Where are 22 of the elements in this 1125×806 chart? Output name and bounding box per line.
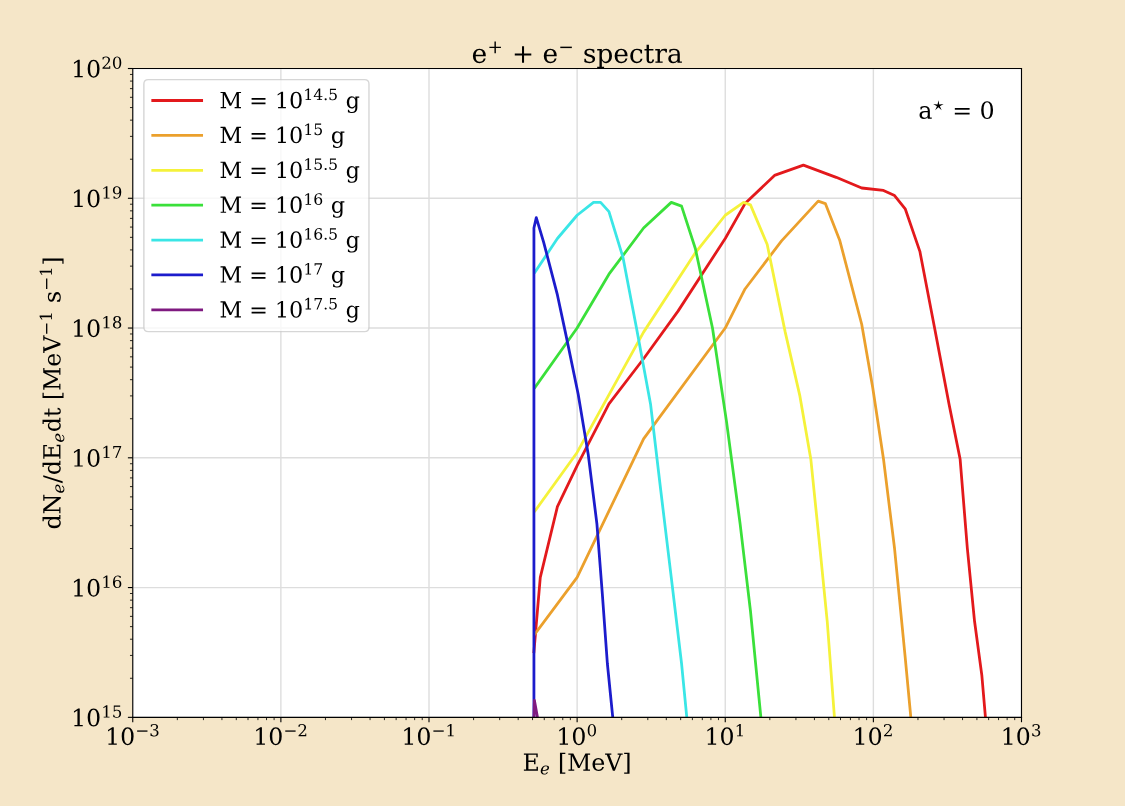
legend-label: M = 10$^{14.5}$ g xyxy=(220,88,360,114)
y-tick-label: 10$^{17}$ xyxy=(73,445,122,467)
legend-label: M = 10$^{15.5}$ g xyxy=(220,158,360,183)
legend-label: M = 10$^{16}$ g xyxy=(220,193,345,218)
x-tick-label: 10$^{−2}$ xyxy=(256,723,307,746)
y-tick-label: 10$^{18}$ xyxy=(73,316,122,338)
chart-title: e$^{+}$ + e$^{−}$ spectra xyxy=(472,41,682,69)
legend-label: M = 10$^{17.5}$ g xyxy=(220,297,360,323)
y-tick-label: 10$^{20}$ xyxy=(73,56,122,78)
legend-label: M = 10$^{15}$ g xyxy=(220,123,345,148)
annotation: a$^{⋆}$ = 0 xyxy=(919,100,994,120)
y-tick-label: 10$^{19}$ xyxy=(73,186,122,208)
text: dN$_{e}$/dE$_{e}$dt [MeV$^{−1}$ s$^{−1}$] xyxy=(39,258,65,529)
y-tick-label: 10$^{16}$ xyxy=(73,575,122,597)
x-tick-label: 10$^{2}$ xyxy=(855,723,892,746)
x-tick-label: 10$^{1}$ xyxy=(707,723,743,746)
x-tick-label: 10$^{3}$ xyxy=(1003,723,1041,746)
x-tick-label: 10$^{−1}$ xyxy=(404,723,454,746)
x-axis-title: E$_{e}$ [MeV] xyxy=(523,752,630,775)
legend-label: M = 10$^{16.5}$ g xyxy=(220,228,360,253)
legend-label: M = 10$^{17}$ g xyxy=(220,262,345,288)
x-tick-label: 10$^{0}$ xyxy=(559,723,597,746)
